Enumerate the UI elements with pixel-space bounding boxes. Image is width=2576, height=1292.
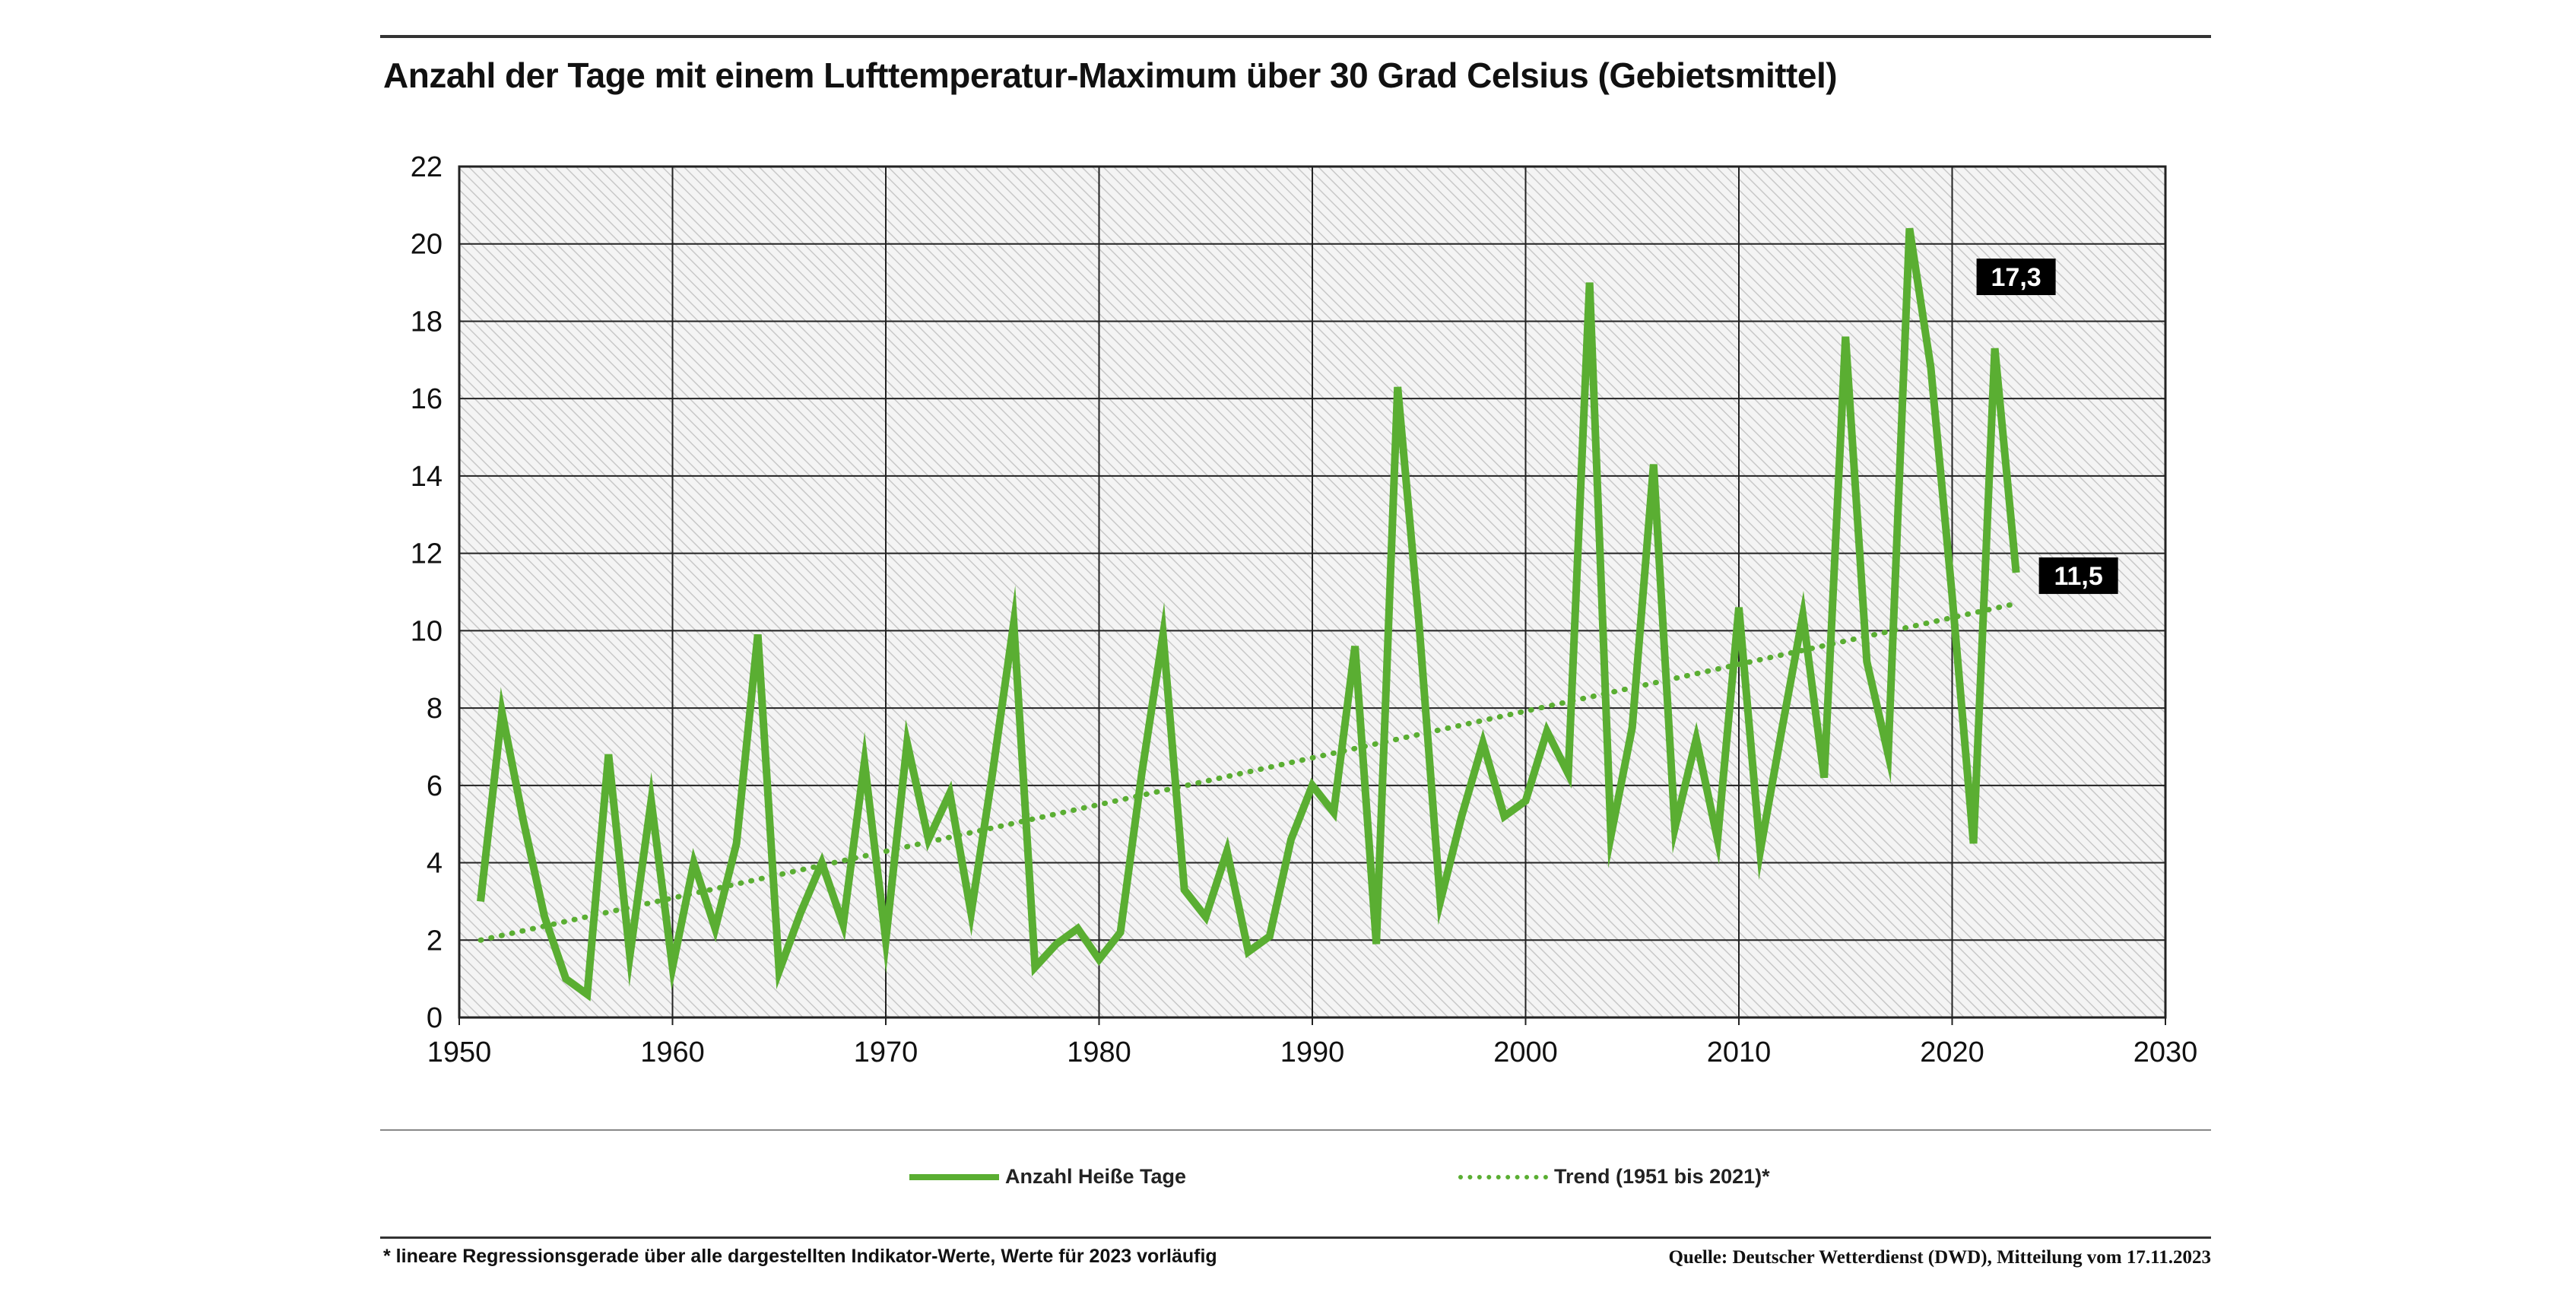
x-tick-label: 1980 <box>1067 1036 1131 1068</box>
x-tick-label: 2020 <box>1920 1036 1984 1068</box>
plot-border <box>458 165 2167 1019</box>
x-tick-label: 1960 <box>640 1036 705 1068</box>
data-label: 17,3 <box>1991 263 2041 292</box>
legend-rule <box>380 1129 2211 1131</box>
data-label-box <box>2038 557 2118 595</box>
x-tick-label: 2030 <box>2133 1036 2198 1068</box>
y-tick-label: 2 <box>427 925 443 957</box>
source: Quelle: Deutscher Wetterdienst (DWD), Mi… <box>1668 1247 2211 1268</box>
footnote: * lineare Regressionsgerade über alle da… <box>383 1246 1217 1267</box>
legend-label: Anzahl Heiße Tage <box>1005 1165 1187 1188</box>
legend-item-heisse-tage: Anzahl Heiße Tage <box>909 1165 1186 1189</box>
y-tick-label: 12 <box>411 538 443 570</box>
data-label: 11,5 <box>2054 562 2102 591</box>
data-label-box <box>1976 259 2056 296</box>
y-tick-label: 10 <box>411 615 443 647</box>
x-tick-label: 2010 <box>1707 1036 1772 1068</box>
legend-label: Trend (1951 bis 2021)* <box>1554 1165 1770 1188</box>
chart-title: Anzahl der Tage mit einem Lufttemperatur… <box>383 56 1838 95</box>
y-tick-label: 4 <box>427 848 443 880</box>
trend-line <box>477 601 2019 943</box>
y-tick-label: 8 <box>427 693 443 725</box>
y-tick-label: 0 <box>427 1002 443 1034</box>
legend-item-trend: Trend (1951 bis 2021)* <box>1458 1165 1770 1189</box>
tick-labels: 0 2 4 6 8 10 12 14 16 18 20 22 1950 1960 1970 1980 1990 2… <box>411 151 2198 1068</box>
y-tick-label: 14 <box>411 461 443 493</box>
x-tick-label: 1990 <box>1280 1036 1345 1068</box>
legend-swatch-solid <box>909 1173 999 1180</box>
y-tick-label: 22 <box>411 151 443 183</box>
x-tick-label: 2000 <box>1493 1036 1558 1068</box>
y-tick-label: 18 <box>411 306 443 338</box>
bottom-rule <box>380 1236 2211 1239</box>
x-tick-label: 1950 <box>427 1036 492 1068</box>
y-tick-label: 16 <box>411 383 443 415</box>
y-tick-label: 6 <box>427 770 443 802</box>
top-rule <box>380 35 2211 38</box>
legend-swatch-dotted <box>1458 1174 1548 1179</box>
y-tick-label: 20 <box>411 229 443 261</box>
annotations: 17,3 11,5 <box>1976 259 2118 595</box>
series-lines <box>477 227 2020 1002</box>
x-tick-label: 1970 <box>854 1036 918 1068</box>
